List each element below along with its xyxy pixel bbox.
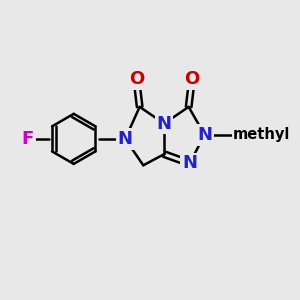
Text: N: N	[157, 115, 172, 133]
Text: N: N	[118, 130, 133, 148]
Text: N: N	[197, 126, 212, 144]
Text: methyl: methyl	[232, 127, 290, 142]
Text: O: O	[129, 70, 144, 88]
Text: O: O	[184, 70, 200, 88]
Text: N: N	[182, 154, 197, 172]
Text: F: F	[22, 130, 34, 148]
